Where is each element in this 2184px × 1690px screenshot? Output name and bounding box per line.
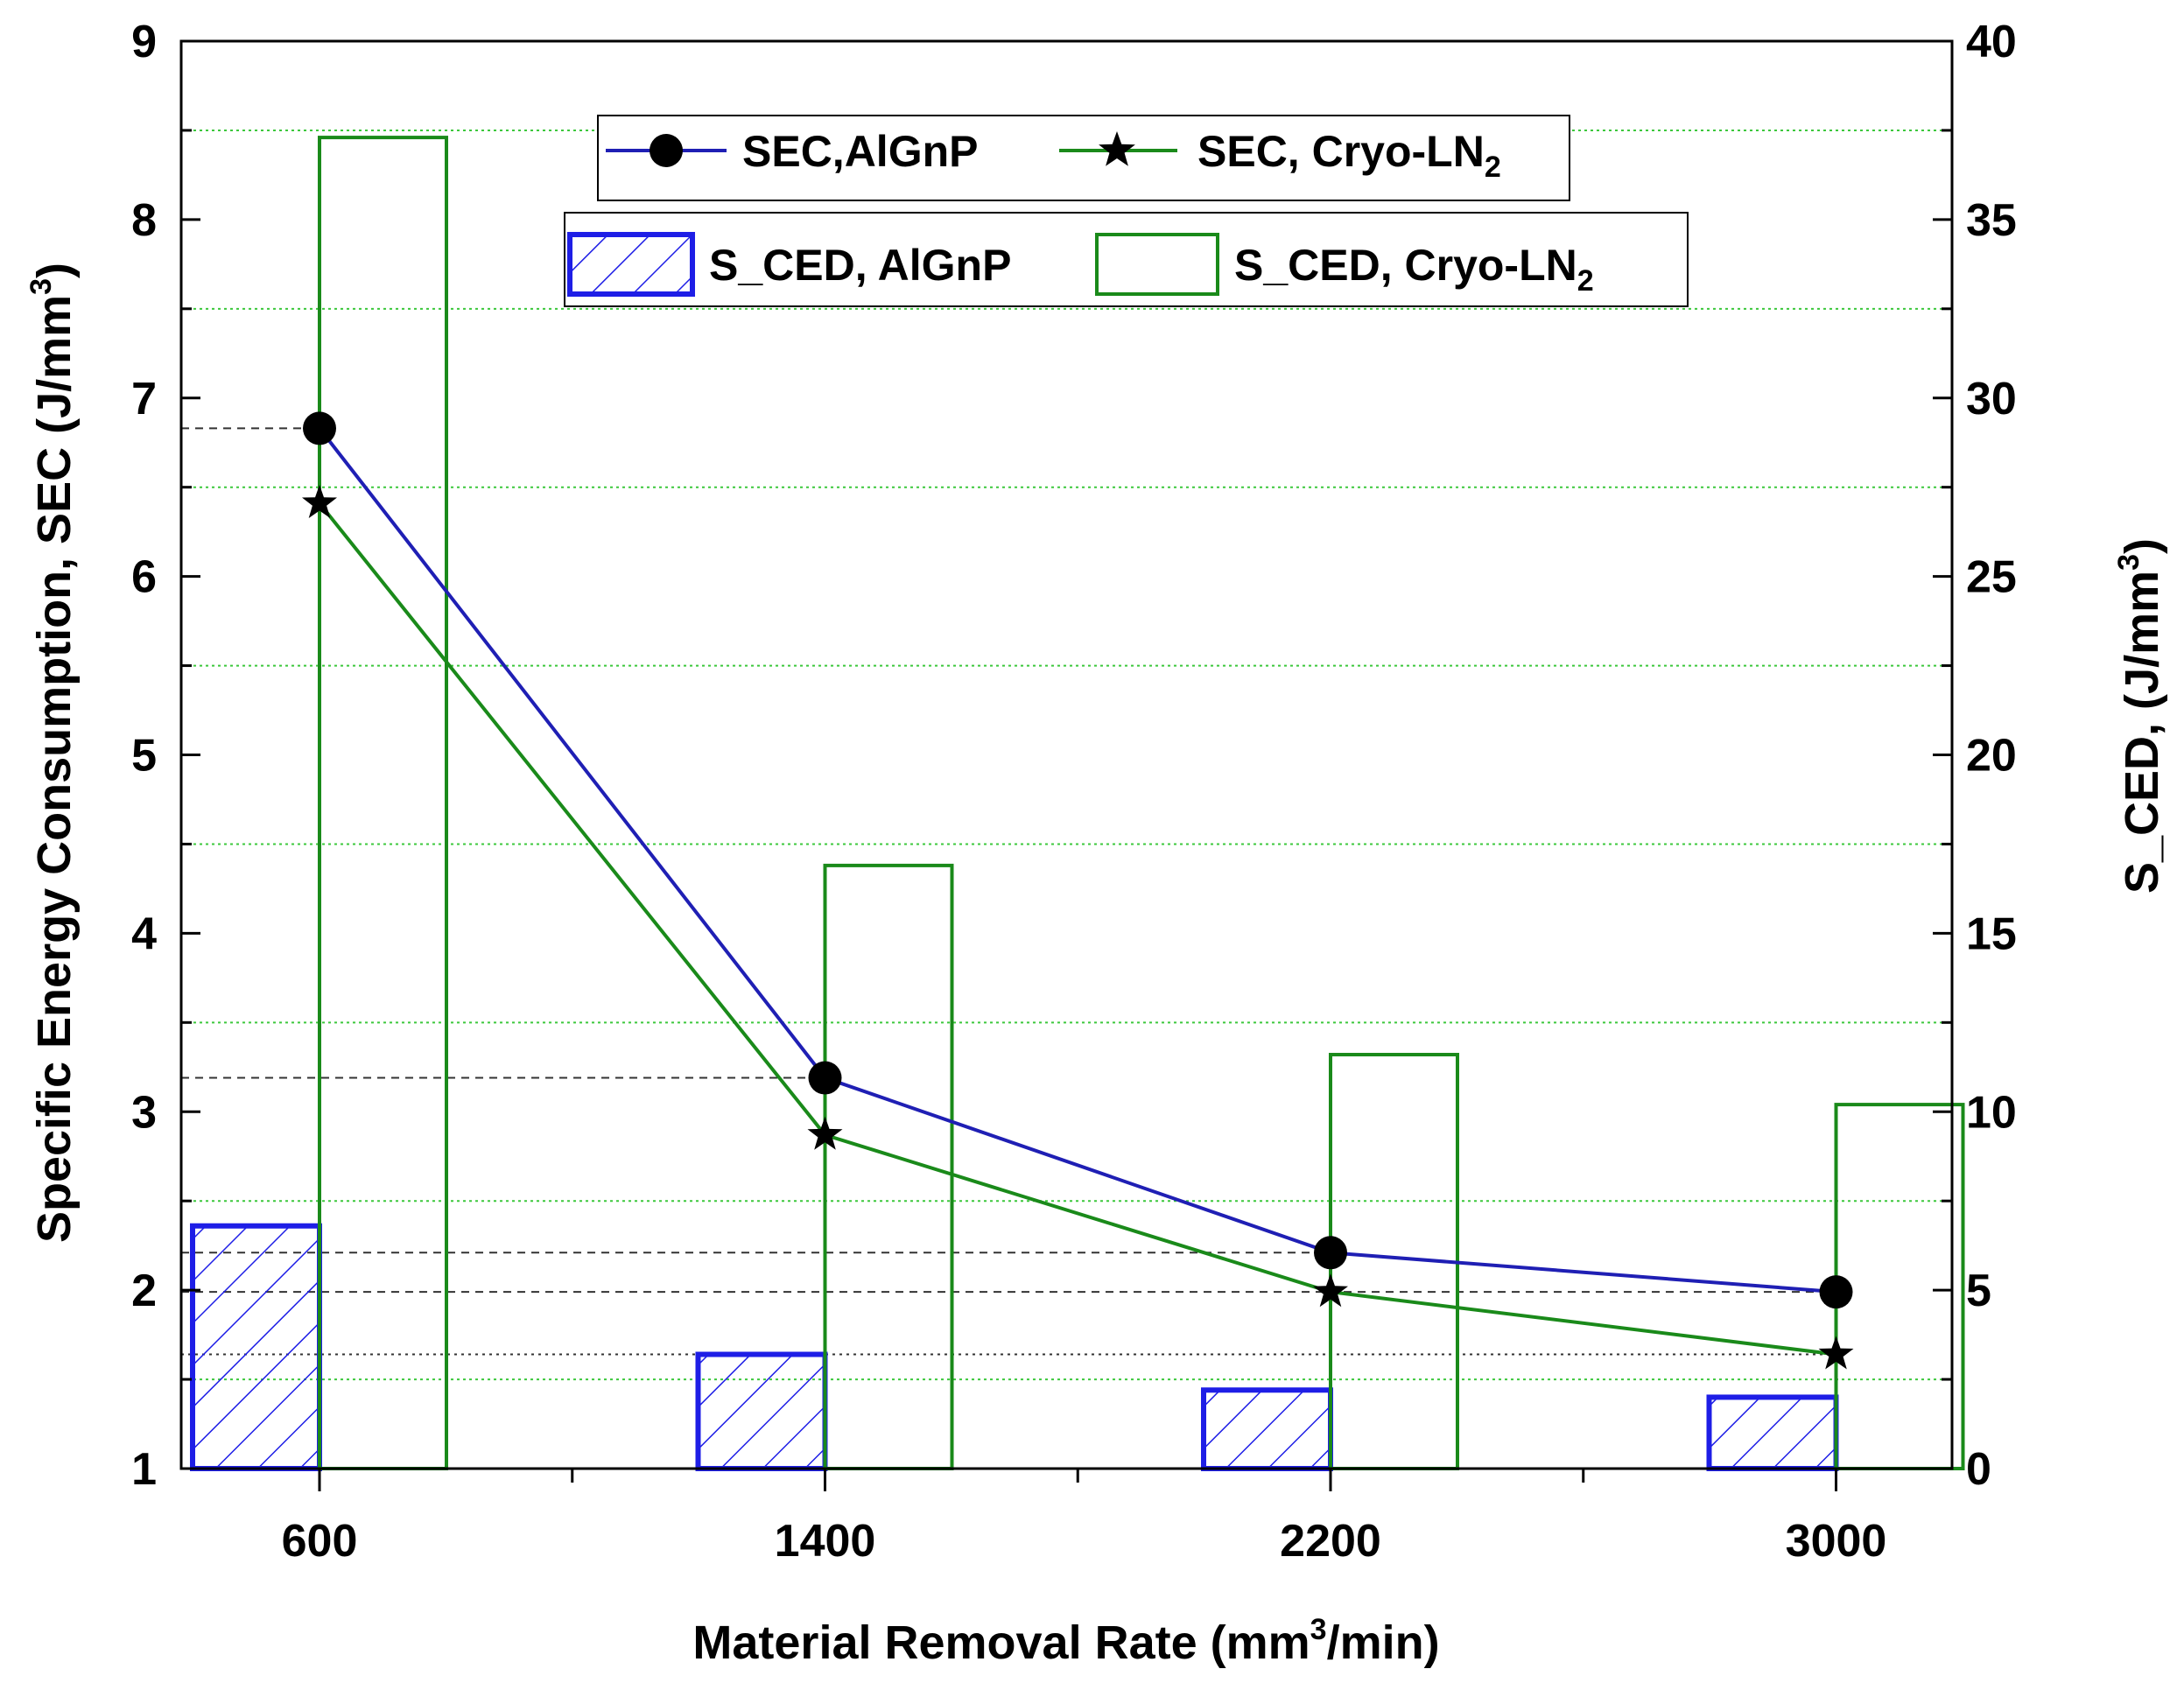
bar-sced-cryo: [1834, 1103, 1965, 1470]
y-right-tick-label: 40: [1966, 17, 2017, 67]
legend-star-marker: [1099, 131, 1135, 166]
legend-label-sec-cryo: SEC, Cryo-LN2: [1197, 127, 1501, 184]
series-lines: [318, 427, 1836, 1357]
x-tick-label: 3000: [1786, 1516, 1887, 1567]
y-left-tick-label: 1: [131, 1444, 157, 1495]
axes: 1 2 3 4 5 6 7 8 9 0 5 10 15 20 25 30 35 40 600 1400 2200 3000: [131, 17, 2017, 1567]
x-tick-label: 1400: [775, 1516, 876, 1567]
series-markers: [302, 411, 1854, 1370]
marker-sec-cryo: [807, 1116, 843, 1150]
y-left-tick-label: 5: [131, 731, 157, 782]
y-left-tick-label: 9: [131, 17, 157, 67]
legend-lines: SEC,AlGnP SEC, Cryo-LN2: [597, 115, 1570, 201]
legend-hatch-swatch: [567, 232, 695, 297]
x-tick-label: 600: [282, 1516, 358, 1567]
marker-sec-algnp: [303, 411, 336, 445]
bar-sced-algnp: [1706, 1394, 1839, 1471]
y-right-tick-label: 35: [1966, 195, 2017, 246]
y-left-tick-label: 6: [131, 552, 157, 603]
y-axis-right-title: S_CED, (J/mm3): [2112, 538, 2168, 894]
y-right-tick-label: 0: [1966, 1444, 1991, 1495]
marker-sec-cryo: [1818, 1336, 1854, 1370]
x-axis-title: Material Removal Rate (mm3/min): [692, 1613, 1439, 1669]
marker-sec-algnp: [808, 1061, 842, 1095]
y-right-tick-label: 20: [1966, 731, 2017, 782]
legend-label-sced-algnp: S_CED, AlGnP: [709, 241, 1011, 290]
legend-label-sced-cryo: S_CED, Cryo-LN2: [1234, 241, 1594, 298]
y-left-tick-label: 4: [131, 908, 157, 959]
legend-bars-box: [564, 212, 1689, 307]
y-left-tick-label: 3: [131, 1087, 157, 1138]
legend-circle-marker: [650, 134, 683, 167]
bars: [190, 136, 1965, 1472]
marker-sec-algnp: [1314, 1236, 1347, 1270]
y-right-tick-label: 5: [1966, 1266, 1991, 1316]
y-left-tick-label: 7: [131, 374, 157, 424]
y-left-tick-label: 2: [131, 1266, 157, 1316]
legend-label-sec-algnp: SEC,AlGnP: [742, 127, 978, 176]
legend-lines-box: [597, 115, 1570, 201]
y-left-tick-label: 8: [131, 195, 157, 246]
bar-sced-algnp: [190, 1223, 322, 1471]
bar-sced-cryo: [318, 136, 448, 1470]
marker-sec-cryo: [302, 485, 337, 518]
legend-outline-swatch: [1095, 233, 1219, 296]
y-right-tick-label: 25: [1966, 552, 2017, 603]
gridlines: [181, 129, 1952, 1381]
marker-sec-cryo: [1313, 1273, 1348, 1308]
line-sec-algnp: [318, 427, 1836, 1294]
bar-sced-algnp: [695, 1351, 828, 1472]
line-sec-cryo: [318, 501, 1836, 1357]
bar-sced-algnp: [1201, 1387, 1333, 1472]
y-right-tick-label: 10: [1966, 1087, 2017, 1138]
reference-lines: [181, 427, 1836, 1356]
y-right-tick-label: 30: [1966, 374, 2017, 424]
legend-bars: S_CED, AlGnP S_CED, Cryo-LN2: [564, 212, 1689, 307]
y-axis-left-title: Specific Energy Consumption, SEC (J/mm3): [25, 263, 81, 1243]
x-tick-label: 2200: [1280, 1516, 1381, 1567]
y-right-tick-label: 15: [1966, 908, 2017, 959]
marker-sec-algnp: [1819, 1275, 1853, 1309]
